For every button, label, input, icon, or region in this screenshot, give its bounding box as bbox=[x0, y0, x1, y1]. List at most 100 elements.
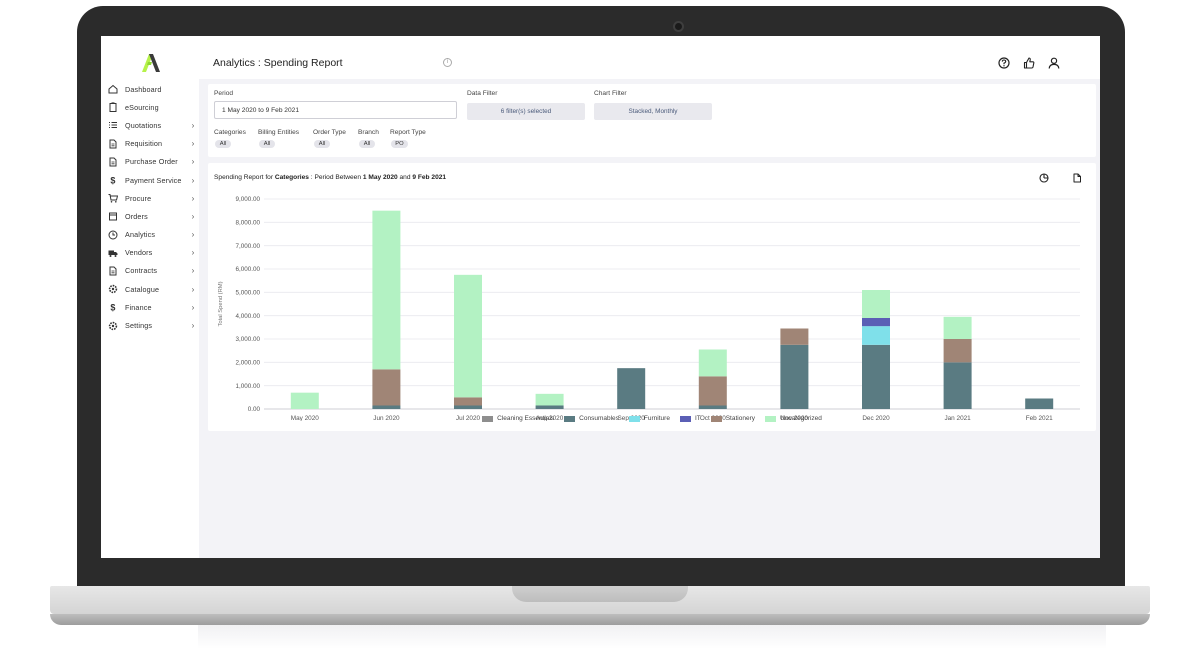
sidebar-item-label: Orders bbox=[125, 211, 148, 221]
header-actions bbox=[997, 56, 1060, 69]
sidebar-item-orders[interactable]: Orders › bbox=[107, 207, 197, 225]
chart-actions bbox=[1038, 172, 1082, 183]
bar-segment bbox=[943, 316, 972, 339]
sidebar-item-label: Purchase Order bbox=[125, 157, 178, 167]
chevron-right-icon[interactable]: › bbox=[191, 139, 195, 149]
calendar-icon bbox=[107, 211, 119, 221]
bar-segment bbox=[454, 397, 482, 406]
y-tick-label: 4,000.00 bbox=[235, 313, 260, 320]
sidebar-item-requisition[interactable]: Requisition › bbox=[107, 135, 197, 153]
sidebar-item-contracts[interactable]: Contracts › bbox=[107, 262, 197, 280]
chevron-right-icon[interactable]: › bbox=[191, 266, 195, 276]
y-tick-label: 7,000.00 bbox=[235, 243, 260, 250]
chevron-right-icon[interactable]: › bbox=[191, 284, 195, 294]
x-tick-label: Aug 2020 bbox=[536, 415, 564, 421]
chart-panel: Spending Report for Categories : Period … bbox=[208, 163, 1096, 431]
app-logo-icon[interactable] bbox=[140, 54, 160, 72]
export-document-icon[interactable] bbox=[1071, 172, 1082, 183]
page-header: Analytics : Spending Report i bbox=[199, 36, 1100, 79]
bar-segment bbox=[617, 368, 646, 409]
pie-chart-icon[interactable] bbox=[1038, 172, 1049, 183]
chevron-right-icon[interactable]: › bbox=[191, 230, 195, 240]
sidebar-item-analytics[interactable]: Analytics › bbox=[107, 226, 197, 244]
chart-title-category: Categories bbox=[274, 174, 309, 181]
sidebar-item-label: Catalogue bbox=[125, 284, 160, 294]
sidebar-item-label: Settings bbox=[125, 321, 153, 331]
chevron-right-icon[interactable]: › bbox=[191, 211, 195, 221]
bar-segment bbox=[698, 376, 727, 406]
x-tick-label: May 2020 bbox=[291, 415, 320, 421]
help-icon[interactable] bbox=[997, 56, 1010, 69]
sidebar-item-label: Dashboard bbox=[125, 84, 162, 94]
chart-filter-button[interactable]: Stacked, Monthly bbox=[594, 103, 712, 120]
period-input[interactable]: 1 May 2020 to 9 Feb 2021 bbox=[214, 101, 457, 119]
legend-item[interactable]: Consumables bbox=[564, 415, 619, 422]
chevron-right-icon[interactable]: › bbox=[191, 321, 195, 331]
sidebar-item-payment-service[interactable]: $ Payment Service › bbox=[107, 171, 197, 189]
bar-segment bbox=[862, 344, 890, 409]
chevron-right-icon[interactable]: › bbox=[191, 120, 195, 130]
bar-segment bbox=[780, 344, 809, 409]
info-icon[interactable]: i bbox=[443, 58, 452, 67]
chevron-right-icon[interactable]: › bbox=[191, 175, 195, 185]
legend-item[interactable]: Uncategorized bbox=[765, 415, 822, 422]
bar-segment bbox=[454, 274, 482, 398]
x-tick-label: Jul 2020 bbox=[456, 415, 481, 421]
legend-label: Furniture bbox=[643, 415, 670, 422]
legend-swatch bbox=[628, 415, 640, 422]
sidebar-nav: Dashboard eSourcing Quotations › Requisition… bbox=[107, 80, 197, 335]
bar-segment bbox=[372, 369, 401, 406]
chart-title-and: and bbox=[397, 174, 413, 181]
sidebar-item-finance[interactable]: $ Finance › bbox=[107, 298, 197, 316]
y-tick-label: 1,000.00 bbox=[235, 383, 260, 390]
sidebar-item-vendors[interactable]: Vendors › bbox=[107, 244, 197, 262]
sidebar-item-purchase-order[interactable]: Purchase Order › bbox=[107, 153, 197, 171]
sidebar-item-procure[interactable]: Procure › bbox=[107, 189, 197, 207]
thumbs-up-icon[interactable] bbox=[1022, 56, 1035, 69]
data-filter-button[interactable]: 6 filter(s) selected bbox=[467, 103, 585, 120]
legend-item[interactable]: Stationery bbox=[710, 415, 755, 422]
categories-tag[interactable]: All bbox=[215, 140, 231, 148]
user-icon[interactable] bbox=[1047, 56, 1060, 69]
chevron-right-icon[interactable]: › bbox=[191, 302, 195, 312]
chevron-right-icon[interactable]: › bbox=[191, 248, 195, 258]
clock-icon bbox=[107, 230, 119, 240]
page-title: Analytics : Spending Report bbox=[213, 57, 343, 69]
sidebar-item-label: Payment Service bbox=[125, 175, 182, 185]
bar-segment bbox=[780, 328, 809, 345]
sidebar-item-settings[interactable]: Settings › bbox=[107, 316, 197, 334]
branch-tag[interactable]: All bbox=[359, 140, 375, 148]
sidebar-item-esourcing[interactable]: eSourcing bbox=[107, 98, 197, 116]
legend-item[interactable]: Cleaning Essentials bbox=[482, 415, 554, 422]
legend-swatch bbox=[679, 415, 691, 422]
sidebar-item-label: Procure bbox=[125, 193, 152, 203]
categories-label: Categories bbox=[214, 129, 246, 136]
sidebar-item-quotations[interactable]: Quotations › bbox=[107, 116, 197, 134]
legend-item[interactable]: IT bbox=[679, 415, 701, 422]
report-type-label: Report Type bbox=[390, 129, 426, 136]
sidebar-item-label: Contracts bbox=[125, 266, 158, 276]
billing-entities-tag[interactable]: All bbox=[259, 140, 275, 148]
order-type-tag[interactable]: All bbox=[314, 140, 330, 148]
sidebar-item-catalogue[interactable]: Catalogue › bbox=[107, 280, 197, 298]
bar-segment bbox=[290, 392, 319, 409]
chart-title-prefix: Spending Report for bbox=[214, 174, 275, 181]
home-icon bbox=[107, 84, 119, 94]
billing-entities-label: Billing Entities bbox=[258, 129, 300, 136]
dollar-icon: $ bbox=[107, 175, 119, 186]
report-type-tag[interactable]: PO bbox=[391, 140, 408, 148]
data-filter-label: Data Filter bbox=[467, 90, 498, 97]
sidebar-item-dashboard[interactable]: Dashboard bbox=[107, 80, 197, 98]
bar-segment bbox=[372, 405, 401, 409]
chevron-right-icon[interactable]: › bbox=[191, 193, 195, 203]
svg-text:$: $ bbox=[110, 303, 115, 313]
truck-icon bbox=[107, 248, 119, 258]
bar-segment bbox=[535, 405, 564, 409]
bar-segment bbox=[943, 339, 972, 363]
bar-segment bbox=[698, 349, 727, 377]
legend-item[interactable]: Furniture bbox=[628, 415, 670, 422]
sidebar-item-label: Vendors bbox=[125, 248, 153, 258]
bar-segment bbox=[454, 405, 482, 409]
chevron-right-icon[interactable]: › bbox=[191, 157, 195, 167]
sidebar-item-label: Finance bbox=[125, 302, 152, 312]
